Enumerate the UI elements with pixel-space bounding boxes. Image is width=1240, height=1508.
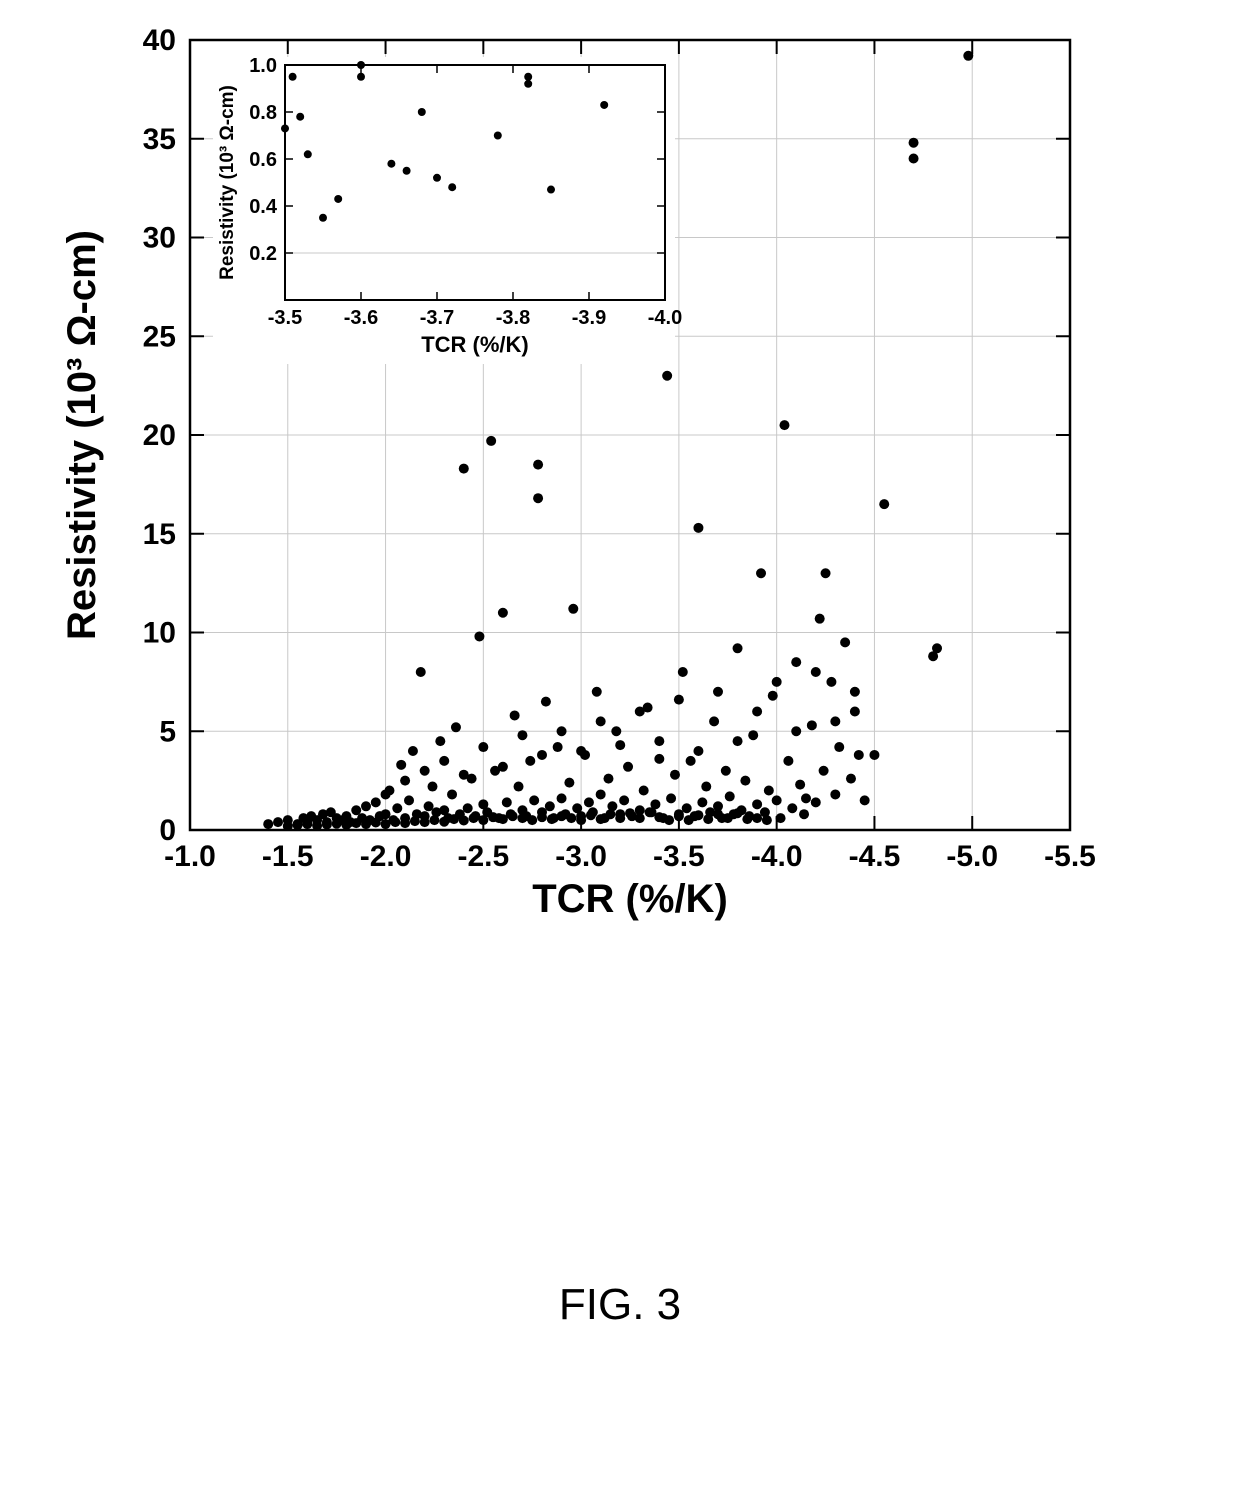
svg-text:0.2: 0.2 (249, 243, 277, 265)
chart-svg: -1.0-1.5-2.0-2.5-3.0-3.5-4.0-4.5-5.0-5.5… (40, 20, 1100, 980)
svg-text:-5.5: -5.5 (1044, 840, 1096, 873)
svg-text:35: 35 (143, 123, 176, 156)
svg-text:1.0: 1.0 (249, 55, 277, 77)
svg-text:-2.5: -2.5 (457, 840, 509, 873)
svg-text:-3.6: -3.6 (344, 307, 378, 329)
page: -1.0-1.5-2.0-2.5-3.0-3.5-4.0-4.5-5.0-5.5… (0, 0, 1240, 1508)
svg-text:TCR (%/K): TCR (%/K) (421, 332, 529, 357)
svg-text:0.6: 0.6 (249, 149, 277, 171)
svg-text:TCR (%/K): TCR (%/K) (532, 877, 728, 921)
svg-text:0.4: 0.4 (249, 196, 278, 218)
svg-text:0.8: 0.8 (249, 102, 277, 124)
main-chart: -1.0-1.5-2.0-2.5-3.0-3.5-4.0-4.5-5.0-5.5… (40, 20, 1100, 980)
svg-text:15: 15 (143, 518, 176, 551)
svg-text:-4.5: -4.5 (849, 840, 901, 873)
svg-text:-3.7: -3.7 (420, 307, 454, 329)
svg-text:-4.0: -4.0 (648, 307, 682, 329)
svg-text:Resistivity (10³ Ω-cm): Resistivity (10³ Ω-cm) (217, 85, 238, 280)
svg-text:10: 10 (143, 617, 176, 650)
svg-text:-3.9: -3.9 (572, 307, 606, 329)
svg-text:-1.5: -1.5 (262, 840, 314, 873)
svg-text:-3.5: -3.5 (653, 840, 705, 873)
figure-caption: FIG. 3 (0, 1280, 1240, 1330)
svg-text:20: 20 (143, 419, 176, 452)
svg-text:-5.0: -5.0 (946, 840, 998, 873)
svg-text:30: 30 (143, 222, 176, 255)
svg-text:0: 0 (159, 814, 176, 847)
svg-text:40: 40 (143, 24, 176, 57)
svg-text:-2.0: -2.0 (360, 840, 412, 873)
svg-text:-3.5: -3.5 (268, 307, 302, 329)
svg-text:5: 5 (159, 715, 176, 748)
svg-text:-3.8: -3.8 (496, 307, 530, 329)
svg-text:25: 25 (143, 320, 176, 353)
svg-text:-3.0: -3.0 (555, 840, 607, 873)
svg-text:-4.0: -4.0 (751, 840, 803, 873)
svg-text:Resistivity (10³ Ω-cm): Resistivity (10³ Ω-cm) (60, 230, 104, 640)
